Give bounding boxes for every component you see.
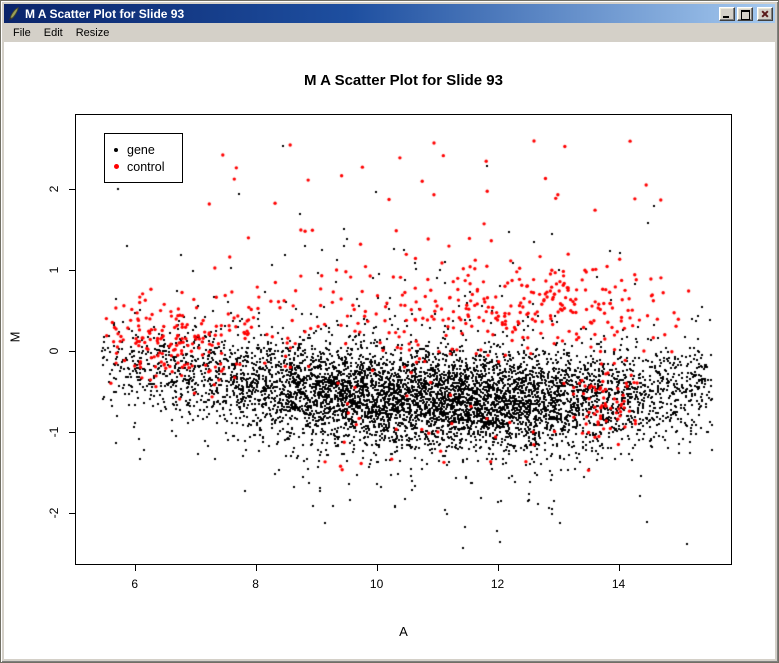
window-title: M A Scatter Plot for Slide 93 [25, 6, 185, 21]
scatter-plot-canvas [76, 115, 731, 564]
legend-entry-control: control [105, 158, 182, 175]
menu-bar: File Edit Resize [4, 23, 775, 42]
plot-device-canvas: M A Scatter Plot for Slide 93 gene contr… [4, 42, 775, 659]
x-tick-mark [498, 565, 499, 571]
plot-title: M A Scatter Plot for Slide 93 [304, 72, 503, 89]
minimize-button[interactable] [719, 6, 735, 21]
y-tick-mark [69, 270, 75, 271]
x-tick-label: 14 [611, 577, 626, 591]
close-icon [761, 9, 769, 18]
control-point-icon [114, 164, 119, 169]
gene-point-icon [114, 147, 118, 152]
x-tick-mark [135, 565, 136, 571]
x-tick-label: 12 [490, 577, 505, 591]
y-tick-mark [69, 513, 75, 514]
y-tick-label: 1 [47, 266, 61, 274]
plot-frame [75, 114, 732, 565]
y-tick-label: 2 [47, 185, 61, 193]
y-tick-label: -1 [47, 426, 61, 438]
x-tick-mark [619, 565, 620, 571]
x-tick-label: 10 [369, 577, 384, 591]
y-tick-label: -2 [47, 507, 61, 519]
x-tick-mark [377, 565, 378, 571]
y-tick-mark [69, 432, 75, 433]
y-tick-mark [69, 189, 75, 190]
legend: gene control [104, 133, 183, 183]
y-tick-mark [69, 351, 75, 352]
legend-entry-gene: gene [105, 141, 182, 158]
legend-label-control: control [127, 159, 165, 174]
menu-file[interactable]: File [13, 26, 31, 39]
x-tick-mark [256, 565, 257, 571]
maximize-icon [741, 9, 750, 20]
menu-resize[interactable]: Resize [75, 26, 110, 39]
x-tick-label: 6 [131, 577, 138, 591]
y-axis-label: M [7, 331, 23, 343]
maximize-button[interactable] [737, 6, 753, 21]
legend-label-gene: gene [127, 142, 155, 157]
x-tick-label: 8 [252, 577, 259, 591]
title-bar[interactable]: M A Scatter Plot for Slide 93 [4, 4, 775, 23]
x-axis-label: A [399, 624, 408, 639]
y-tick-label: 0 [47, 347, 61, 355]
menu-edit[interactable]: Edit [43, 26, 63, 39]
window-quill-icon[interactable] [7, 6, 21, 21]
minimize-icon [723, 15, 729, 18]
close-button[interactable] [757, 6, 773, 21]
